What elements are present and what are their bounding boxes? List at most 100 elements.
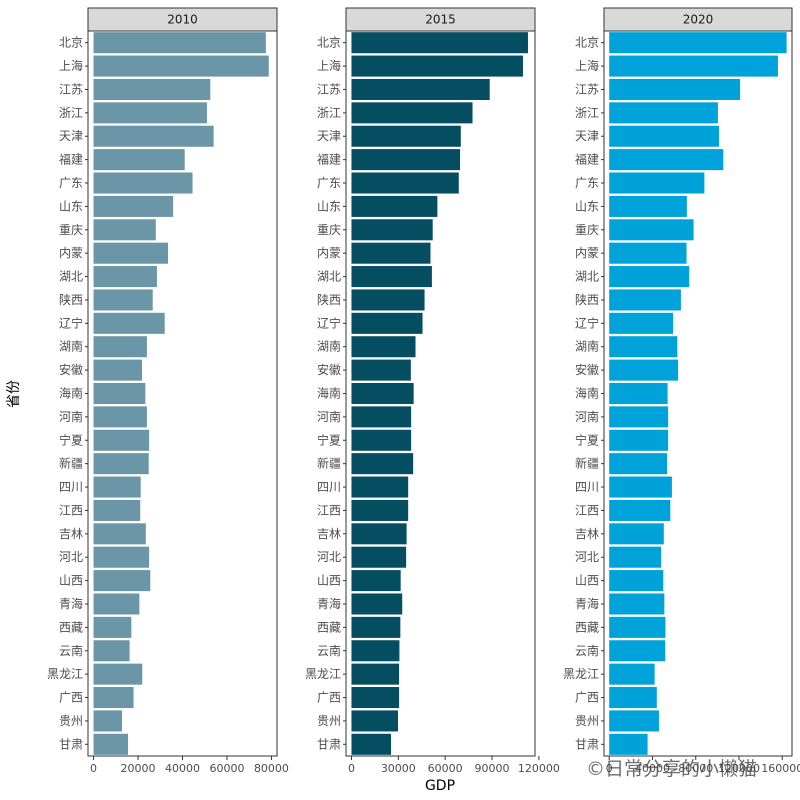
category-label: 内蒙: [59, 246, 83, 260]
bar-海南: [609, 382, 668, 405]
bar-北京: [351, 32, 528, 54]
x-tick-label: 30000: [381, 762, 416, 775]
bar-甘肃: [93, 733, 129, 755]
bar-内蒙: [351, 242, 431, 264]
bar-海南: [351, 382, 414, 405]
category-label: 云南: [317, 643, 341, 658]
bar-江西: [93, 499, 141, 521]
category-label: 黑龙江: [47, 667, 83, 681]
category-label: 甘肃: [59, 737, 83, 751]
bar-海南: [93, 382, 146, 405]
bar-上海: [351, 55, 523, 77]
bar-天津: [609, 125, 719, 147]
x-axis-title: GDP: [425, 778, 455, 794]
category-label: 安徽: [317, 362, 341, 377]
category-label: 河北: [59, 550, 83, 564]
bar-安徽: [93, 359, 143, 381]
category-label: 江苏: [317, 82, 341, 96]
bar-河北: [609, 546, 662, 568]
category-label: 浙江: [59, 106, 83, 120]
watermark: ©日常分享的小懒猫: [586, 758, 758, 780]
category-label: 四川: [575, 480, 599, 494]
bar-宁夏: [93, 429, 150, 451]
category-label: 天津: [575, 129, 599, 143]
category-label: 吉林: [575, 527, 599, 541]
category-label: 云南: [575, 643, 599, 658]
bar-重庆: [609, 219, 694, 241]
category-label: 湖南: [59, 339, 83, 354]
category-label: 宁夏: [317, 432, 341, 447]
category-label: 河北: [317, 550, 341, 564]
bar-湖南: [93, 336, 147, 358]
x-tick-label: 60000: [209, 762, 244, 775]
bar-黑龙江: [609, 663, 655, 685]
y-axis-title: 省份: [6, 380, 22, 408]
category-label: 云南: [59, 643, 83, 658]
category-label: 福建: [575, 152, 599, 167]
category-label: 甘肃: [575, 737, 599, 751]
category-label: 江西: [317, 503, 341, 517]
category-label: 北京: [317, 36, 341, 50]
bar-四川: [93, 476, 141, 498]
category-label: 山西: [575, 574, 599, 588]
category-label: 江西: [59, 503, 83, 517]
bar-陕西: [609, 289, 681, 311]
category-label: 西藏: [317, 620, 341, 634]
bar-贵州: [93, 710, 123, 732]
bar-江苏: [609, 78, 741, 100]
category-label: 西藏: [575, 620, 599, 634]
x-tick-label: 0: [606, 762, 613, 775]
bar-湖北: [609, 266, 690, 288]
bar-湖南: [609, 336, 678, 358]
category-label: 青海: [59, 596, 83, 611]
category-label: 湖北: [59, 269, 83, 284]
bar-广东: [93, 172, 193, 194]
bar-云南: [351, 640, 400, 662]
bar-河北: [93, 546, 150, 568]
bar-宁夏: [351, 429, 412, 451]
bar-甘肃: [609, 733, 648, 755]
category-label: 吉林: [59, 527, 83, 541]
category-label: 江西: [575, 503, 599, 517]
bar-辽宁: [93, 312, 165, 334]
category-label: 河南: [575, 409, 599, 424]
bar-辽宁: [609, 312, 674, 334]
category-label: 福建: [59, 152, 83, 167]
category-label: 湖北: [575, 269, 599, 284]
category-label: 陕西: [317, 292, 341, 307]
bar-甘肃: [351, 733, 391, 755]
x-tick-label: 40000: [635, 762, 670, 775]
category-label: 河南: [317, 409, 341, 424]
category-label: 广西: [317, 691, 341, 705]
x-tick-label: 90000: [475, 762, 510, 775]
bar-上海: [93, 55, 269, 77]
category-label: 新疆: [575, 456, 599, 471]
category-label: 河北: [575, 550, 599, 564]
category-label: 青海: [317, 596, 341, 611]
bar-广东: [351, 172, 459, 194]
category-label: 海南: [575, 386, 599, 401]
category-label: 陕西: [59, 292, 83, 307]
category-label: 贵州: [317, 714, 341, 728]
bar-陕西: [351, 289, 425, 311]
bar-青海: [93, 593, 140, 615]
category-label: 贵州: [59, 714, 83, 728]
category-label: 新疆: [317, 456, 341, 471]
bar-浙江: [609, 102, 718, 124]
category-label: 重庆: [59, 223, 83, 237]
x-tick-label: 80000: [254, 762, 289, 775]
x-tick-label: 120000: [718, 762, 760, 775]
facet-title: 2020: [683, 13, 714, 27]
x-tick-label: 0: [348, 762, 355, 775]
bar-新疆: [609, 453, 668, 475]
bar-内蒙: [609, 242, 687, 264]
bar-西藏: [609, 616, 666, 638]
category-label: 江苏: [575, 82, 599, 96]
category-label: 四川: [317, 480, 341, 494]
bar-黑龙江: [93, 663, 143, 685]
category-label: 广西: [575, 691, 599, 705]
bar-新疆: [351, 453, 414, 475]
category-label: 黑龙江: [563, 667, 599, 681]
bar-北京: [93, 32, 266, 54]
bar-西藏: [351, 616, 401, 638]
